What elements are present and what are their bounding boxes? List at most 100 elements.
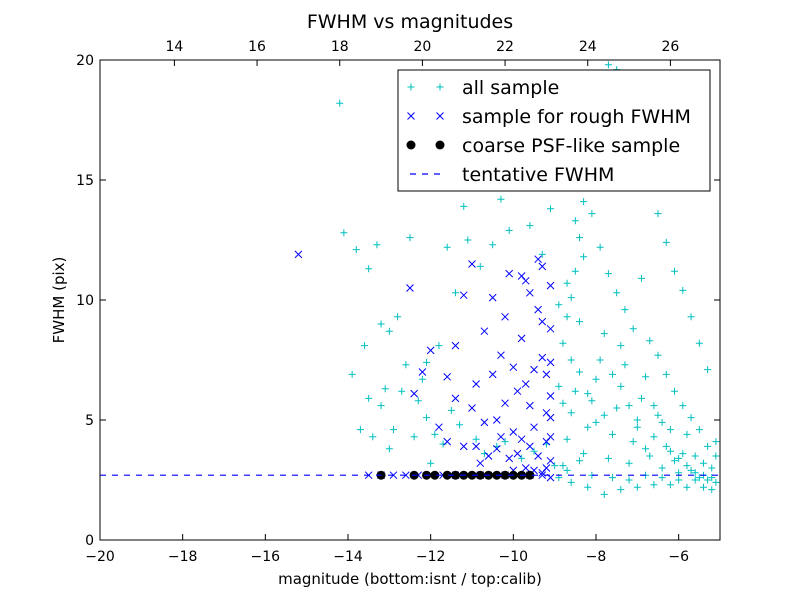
data-point [629, 325, 637, 333]
data-point [695, 426, 703, 434]
data-point [580, 253, 588, 261]
data-point [526, 288, 534, 297]
data-point [683, 462, 691, 470]
data-point [650, 433, 658, 441]
data-point [488, 370, 497, 379]
data-point [567, 409, 575, 417]
data-point [671, 267, 679, 275]
data-point [451, 289, 459, 297]
data-point [571, 387, 579, 395]
chart-title: FWHM vs magnitudes [307, 11, 513, 33]
data-point [695, 474, 703, 482]
data-point [435, 342, 443, 350]
y-tick-label: 0 [85, 533, 94, 549]
data-point [373, 241, 381, 249]
top-tick-label: 24 [579, 39, 597, 55]
data-point [513, 387, 522, 396]
data-point [476, 459, 485, 468]
legend-marker [406, 140, 416, 150]
data-point [547, 205, 555, 213]
data-point [427, 459, 435, 467]
data-point [658, 418, 666, 426]
data-point [575, 368, 583, 376]
data-point [526, 222, 534, 230]
data-point [666, 481, 674, 489]
data-point [365, 394, 373, 402]
data-point [671, 387, 679, 395]
data-point [451, 341, 460, 350]
plot-area [100, 61, 720, 498]
data-point [521, 464, 530, 472]
data-point [671, 457, 679, 465]
legend-marker [436, 112, 444, 120]
data-point [584, 390, 592, 398]
data-point [530, 365, 538, 374]
legend-label: sample for rough FWHM [462, 106, 691, 128]
data-point [567, 478, 575, 486]
top-tick-label: 22 [496, 39, 514, 55]
data-point [625, 402, 633, 410]
data-point [563, 279, 571, 287]
data-point [526, 401, 534, 410]
data-point [575, 234, 583, 242]
data-point [654, 351, 662, 359]
data-point [480, 327, 489, 336]
data-point [712, 452, 720, 460]
data-point [352, 246, 360, 254]
bottom-axis: −20 −18 −16 −14 −12 −10 −8 −6 [85, 534, 689, 565]
data-point [505, 454, 514, 463]
data-point [509, 363, 518, 372]
data-point [658, 474, 666, 482]
data-point [683, 430, 691, 438]
data-point [538, 317, 547, 326]
data-point [580, 198, 588, 206]
data-point [468, 260, 476, 268]
data-point [633, 483, 641, 491]
data-point [642, 445, 650, 453]
data-point [712, 438, 720, 446]
data-point [294, 250, 303, 259]
data-point [675, 476, 683, 484]
data-point [509, 428, 518, 436]
data-point [559, 339, 567, 347]
data-point [484, 452, 493, 460]
data-point [389, 426, 397, 434]
data-point [475, 470, 485, 480]
data-point [662, 442, 670, 450]
data-point [476, 262, 484, 270]
data-point [613, 289, 621, 297]
data-point [575, 318, 583, 326]
data-point [442, 470, 452, 480]
data-point [450, 470, 460, 480]
data-point [517, 272, 526, 280]
data-point [584, 423, 592, 431]
data-point [708, 474, 716, 482]
data-point [492, 444, 501, 453]
x-tick-label: −18 [168, 549, 198, 565]
data-point [613, 404, 621, 412]
data-point [637, 274, 645, 282]
data-point [423, 414, 431, 422]
data-point [501, 399, 509, 408]
x-axis-title: magnitude (bottom:isnt / top:calib) [278, 570, 542, 588]
data-point [468, 404, 476, 412]
data-point [472, 380, 480, 388]
data-point [369, 433, 377, 441]
data-point [546, 281, 555, 290]
legend-marker [407, 112, 415, 120]
data-point [633, 416, 641, 424]
data-point [559, 462, 567, 470]
data-point [534, 255, 542, 264]
top-tick-label: 14 [165, 39, 183, 55]
data-point [646, 337, 654, 345]
data-point [546, 456, 555, 465]
data-point [575, 457, 583, 465]
legend-label: all sample [462, 77, 559, 99]
data-point [381, 385, 389, 393]
data-point [699, 459, 707, 467]
data-point [687, 313, 695, 321]
data-point [588, 210, 596, 218]
data-point [617, 382, 625, 390]
data-point [683, 483, 691, 491]
data-point [675, 454, 683, 462]
